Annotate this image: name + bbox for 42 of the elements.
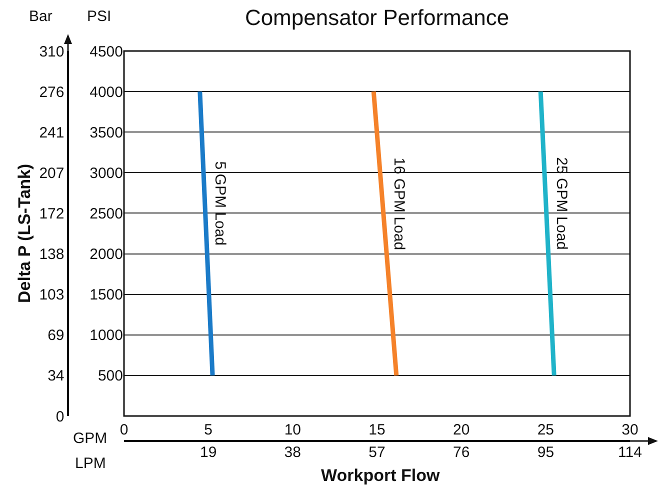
y2-tick-label: 2000: [90, 246, 123, 264]
text: Bar: [29, 8, 52, 25]
text: PSI: [87, 8, 112, 25]
y2-tick-label: 1000: [90, 327, 123, 344]
x2-tick-label: 57: [368, 444, 386, 461]
y2-tick-label: 4500: [90, 43, 123, 60]
y-tick-label: 138: [39, 246, 64, 264]
x-tick-label: 20: [452, 421, 470, 438]
text: 25 GPM Load: [552, 157, 570, 250]
y-axis-title: Delta P (LS-Tank): [15, 164, 34, 303]
y-tick-label: 276: [39, 84, 64, 101]
x-tick-label: 10: [284, 421, 302, 438]
text: LPM: [75, 455, 106, 472]
x-tick-label: 15: [368, 421, 386, 438]
y-tick-label: 0: [56, 408, 64, 426]
y2-tick-label: 3000: [90, 164, 123, 182]
y2-tick-label: 1500: [90, 286, 123, 304]
x2-tick-label: 76: [453, 444, 470, 461]
y-tick-label: 69: [48, 327, 64, 344]
text: 5 GPM Load: [212, 161, 229, 246]
y-tick-label: 172: [39, 205, 64, 222]
x2-tick-label: 38: [284, 444, 301, 461]
y-tick-label: 34: [48, 368, 64, 385]
text: 16 GPM Load: [390, 157, 408, 250]
x-tick-label: 30: [622, 421, 638, 438]
x-tick-label: 0: [120, 421, 128, 438]
y2-tick-label: 2500: [90, 205, 123, 222]
x-tick-label: 5: [204, 421, 212, 438]
x2-tick-label: 95: [537, 444, 554, 461]
y2-tick-label: 3500: [90, 124, 123, 142]
x2-tick-label: 19: [200, 444, 217, 461]
x2-tick-label: 114: [618, 444, 642, 461]
y2-tick-label: 4000: [90, 84, 123, 101]
y-tick-label: 310: [39, 43, 64, 60]
y-tick-label: 241: [39, 124, 64, 142]
chart-title: Compensator Performance: [244, 5, 510, 30]
x-tick-label: 25: [537, 421, 554, 438]
y-tick-label: 207: [39, 164, 64, 182]
x-axis-title: Workport Flow: [321, 466, 440, 485]
y-tick-label: 103: [39, 286, 64, 304]
text: GPM: [73, 430, 108, 447]
y2-tick-label: 500: [98, 368, 123, 385]
